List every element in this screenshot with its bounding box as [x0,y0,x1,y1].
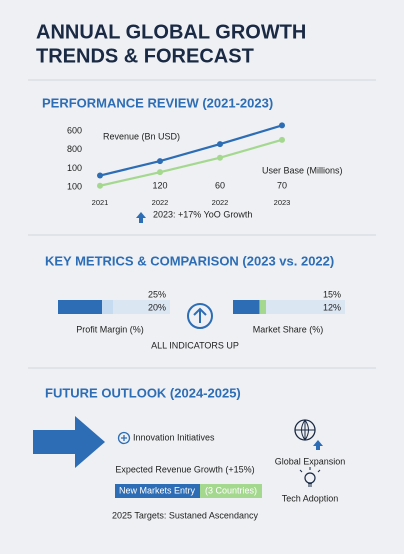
series-label: Revenue (Bn USD) [103,131,180,141]
point [97,182,103,189]
bar-current [58,300,102,314]
up-circle-icon [187,303,213,329]
series-label: User Base (Millions) [262,165,343,175]
section-heading: PERFORMANCE REVIEW (2021-2023) [42,95,273,110]
point-label: 120 [152,180,167,190]
y-tick-label: 100 [67,163,82,173]
y-tick-label: 600 [67,125,82,135]
x-tick-label: 2022 [152,198,169,207]
point [157,169,163,176]
value-label: 20% [148,302,166,312]
point [217,154,223,161]
up-arrow [193,307,207,323]
globe-arrow [313,440,323,450]
bar-left-label: New Markets Entry [119,485,196,495]
value-label: 25% [148,289,166,299]
note: 2023: +17% YoO Growth [153,209,252,219]
section-heading: FUTURE OUTLOOK (2024-2025) [45,385,241,400]
bar-current [233,300,260,314]
value-label: 15% [323,289,341,299]
point [279,136,285,143]
x-tick-label: 2021 [92,198,109,207]
side-label: Global Expansion [275,456,346,466]
title: TRENDS & FORECAST [36,45,254,67]
metric-name: Profit Margin (%) [76,324,144,334]
bar-left [115,484,200,498]
globe-icon [295,419,315,441]
y-tick-label: 800 [67,144,82,154]
line [99,138,283,187]
x-tick-label: 2023 [274,198,291,207]
up-icon [136,212,146,223]
point [97,172,103,179]
targets: 2025 Targets: Sustaned Ascendancy [112,510,258,520]
x-tick-label: 2022 [212,198,229,207]
point [217,141,223,148]
growth: Expected Revenue Growth (+15%) [115,464,254,474]
point-label: 70 [277,180,287,190]
section-heading: KEY METRICS & COMPARISON (2023 vs. 2022) [45,253,334,268]
point-label: 60 [215,180,225,190]
line [99,124,283,177]
y-tick-label: 100 [67,181,82,191]
value-label: 12% [323,302,341,312]
plus-icon [117,431,131,445]
bar-right [200,484,262,498]
initiative: Innovation Initiatives [133,432,215,442]
metric-name: Market Share (%) [253,324,324,334]
point [279,122,285,129]
bar-right-label: (3 Countries) [205,485,257,495]
plus-icon [121,435,127,441]
bulb-icon [304,472,316,484]
center-label: ALL INDICATORS UP [151,340,239,350]
bulb-icon [299,467,321,487]
title: ANNUAL GLOBAL GROWTH [36,21,306,43]
side-label: Tech Adoption [282,493,339,503]
point [157,158,163,165]
big-arrow [33,416,105,468]
